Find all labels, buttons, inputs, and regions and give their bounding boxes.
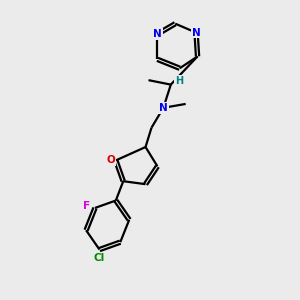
Text: N: N: [159, 103, 168, 113]
Text: H: H: [175, 76, 183, 86]
Text: N: N: [153, 29, 162, 39]
Text: Cl: Cl: [94, 253, 105, 263]
Text: N: N: [192, 28, 200, 38]
Text: F: F: [82, 202, 90, 212]
Text: O: O: [106, 155, 115, 165]
